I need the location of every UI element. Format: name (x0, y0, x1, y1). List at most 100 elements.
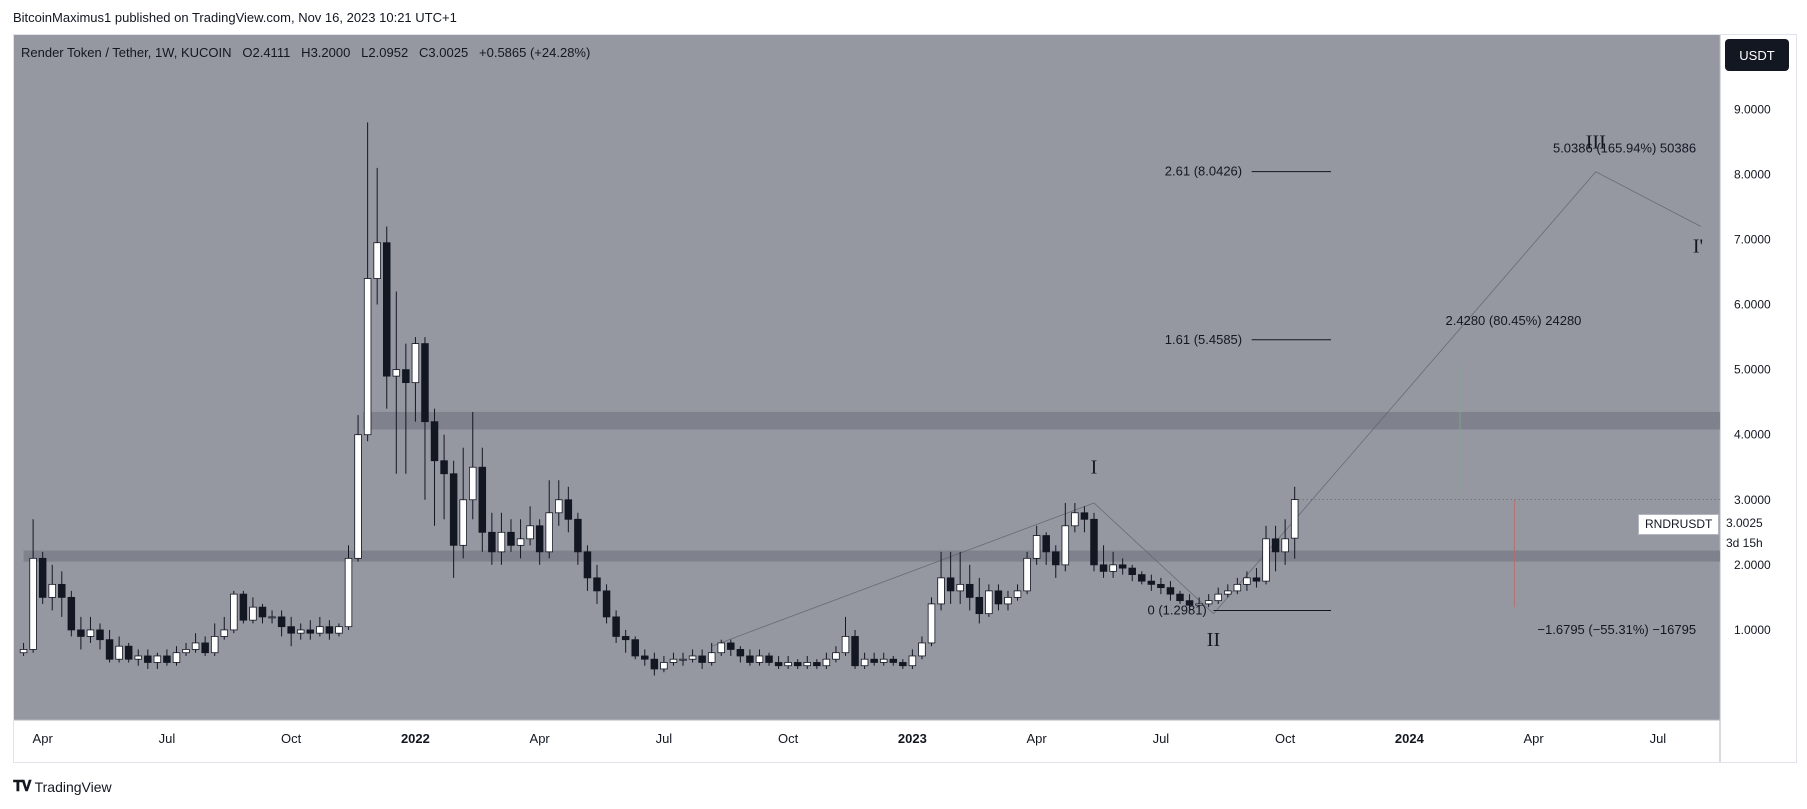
candle-body[interactable] (67, 596, 76, 631)
candle-body[interactable] (1013, 590, 1022, 598)
candle-body[interactable] (860, 658, 869, 667)
candle-body[interactable] (851, 636, 859, 667)
candle-body[interactable] (803, 662, 812, 667)
candle-body[interactable] (621, 636, 630, 641)
candle-body[interactable] (1138, 574, 1146, 582)
candle-body[interactable] (1185, 600, 1194, 606)
candle-body[interactable] (516, 538, 525, 546)
candle-body[interactable] (1262, 538, 1270, 582)
candle-body[interactable] (77, 629, 85, 637)
candle-body[interactable] (469, 466, 477, 501)
candle-body[interactable] (707, 652, 716, 663)
candle-body[interactable] (650, 658, 659, 670)
candle-body[interactable] (411, 343, 420, 384)
candle-body[interactable] (354, 434, 362, 559)
candle-body[interactable] (1271, 538, 1280, 553)
candle-body[interactable] (612, 616, 620, 637)
candle-body[interactable] (1252, 577, 1261, 582)
candle-body[interactable] (48, 583, 56, 598)
candle-body[interactable] (918, 642, 926, 657)
candle-body[interactable] (555, 499, 563, 514)
candle-body[interactable] (736, 649, 745, 657)
candle-body[interactable] (1147, 580, 1156, 585)
candle-body[interactable] (755, 655, 764, 663)
candle-body[interactable] (841, 636, 850, 654)
candle-body[interactable] (1052, 551, 1060, 566)
candle-body[interactable] (994, 590, 1003, 605)
candle-body[interactable] (277, 616, 286, 628)
candle-body[interactable] (1109, 564, 1117, 572)
candle-body[interactable] (335, 626, 343, 634)
candle-body[interactable] (956, 583, 964, 592)
candle-body[interactable] (717, 642, 725, 654)
candle-body[interactable] (507, 531, 515, 546)
candle-body[interactable] (1080, 512, 1089, 520)
candle-body[interactable] (746, 655, 754, 663)
candle-body[interactable] (965, 583, 974, 598)
candle-body[interactable] (382, 242, 391, 377)
candle-body[interactable] (593, 577, 601, 592)
candle-body[interactable] (574, 518, 582, 553)
candle-body[interactable] (38, 557, 47, 598)
candle-body[interactable] (1166, 587, 1175, 595)
candle-body[interactable] (86, 629, 95, 637)
footer-brand[interactable]: 𝐓𝐕 TradingView (13, 778, 112, 795)
currency-button[interactable]: USDT (1725, 39, 1789, 71)
candle-body[interactable] (421, 343, 429, 423)
candle-body[interactable] (478, 466, 487, 533)
candle-body[interactable] (535, 525, 544, 553)
chart-canvas[interactable]: 2.61 (8.0426) 1.61 (5.4585) 0 (1.2981) 5.03… (14, 35, 1796, 762)
candle-body[interactable] (784, 662, 792, 667)
plot-area[interactable] (14, 35, 1720, 720)
candle-body[interactable] (344, 557, 353, 628)
candle-body[interactable] (115, 645, 123, 660)
candle-body[interactable] (774, 662, 783, 667)
candle-body[interactable] (210, 636, 219, 654)
candle-body[interactable] (19, 649, 28, 654)
candle-body[interactable] (688, 655, 697, 660)
candle-body[interactable] (698, 655, 706, 663)
candle-body[interactable] (306, 629, 315, 634)
candle-body[interactable] (1224, 590, 1232, 595)
candle-body[interactable] (1195, 603, 1203, 606)
candle-body[interactable] (545, 512, 553, 553)
candle-body[interactable] (124, 645, 133, 660)
candle-body[interactable] (1090, 518, 1098, 566)
candle-body[interactable] (879, 658, 888, 663)
candle-body[interactable] (793, 662, 802, 667)
candle-body[interactable] (526, 525, 534, 540)
candle-body[interactable] (927, 603, 936, 644)
candle-body[interactable] (631, 639, 639, 657)
chart-frame[interactable]: 2.61 (8.0426) 1.61 (5.4585) 0 (1.2981) 5.03… (13, 34, 1797, 763)
candle-body[interactable] (430, 421, 439, 462)
candle-body[interactable] (669, 658, 678, 663)
candle-body[interactable] (363, 278, 372, 436)
candle-body[interactable] (1290, 499, 1299, 539)
candle-body[interactable] (230, 593, 238, 631)
candle-body[interactable] (660, 662, 668, 670)
candle-body[interactable] (985, 590, 993, 615)
candle-body[interactable] (1042, 535, 1050, 553)
candle-body[interactable] (1061, 525, 1070, 566)
candle-body[interactable] (889, 658, 898, 663)
candle-body[interactable] (58, 583, 66, 598)
candle-body[interactable] (459, 499, 467, 546)
candle-body[interactable] (1032, 535, 1041, 559)
candle-body[interactable] (1281, 538, 1289, 553)
time-axis[interactable] (14, 720, 1720, 762)
candle-body[interactable] (564, 499, 573, 520)
candle-body[interactable] (163, 655, 171, 663)
candle-body[interactable] (1176, 593, 1184, 602)
candle-body[interactable] (182, 649, 190, 654)
candle-body[interactable] (1204, 600, 1213, 605)
candle-body[interactable] (220, 629, 229, 637)
candle-body[interactable] (1023, 557, 1031, 592)
candle-body[interactable] (191, 642, 200, 650)
candle-body[interactable] (583, 551, 592, 579)
candle-body[interactable] (1099, 564, 1108, 572)
candle-body[interactable] (268, 616, 276, 619)
candle-body[interactable] (144, 655, 152, 663)
candle-body[interactable] (975, 596, 984, 615)
candle-body[interactable] (1233, 583, 1242, 592)
candle-body[interactable] (1157, 583, 1165, 589)
